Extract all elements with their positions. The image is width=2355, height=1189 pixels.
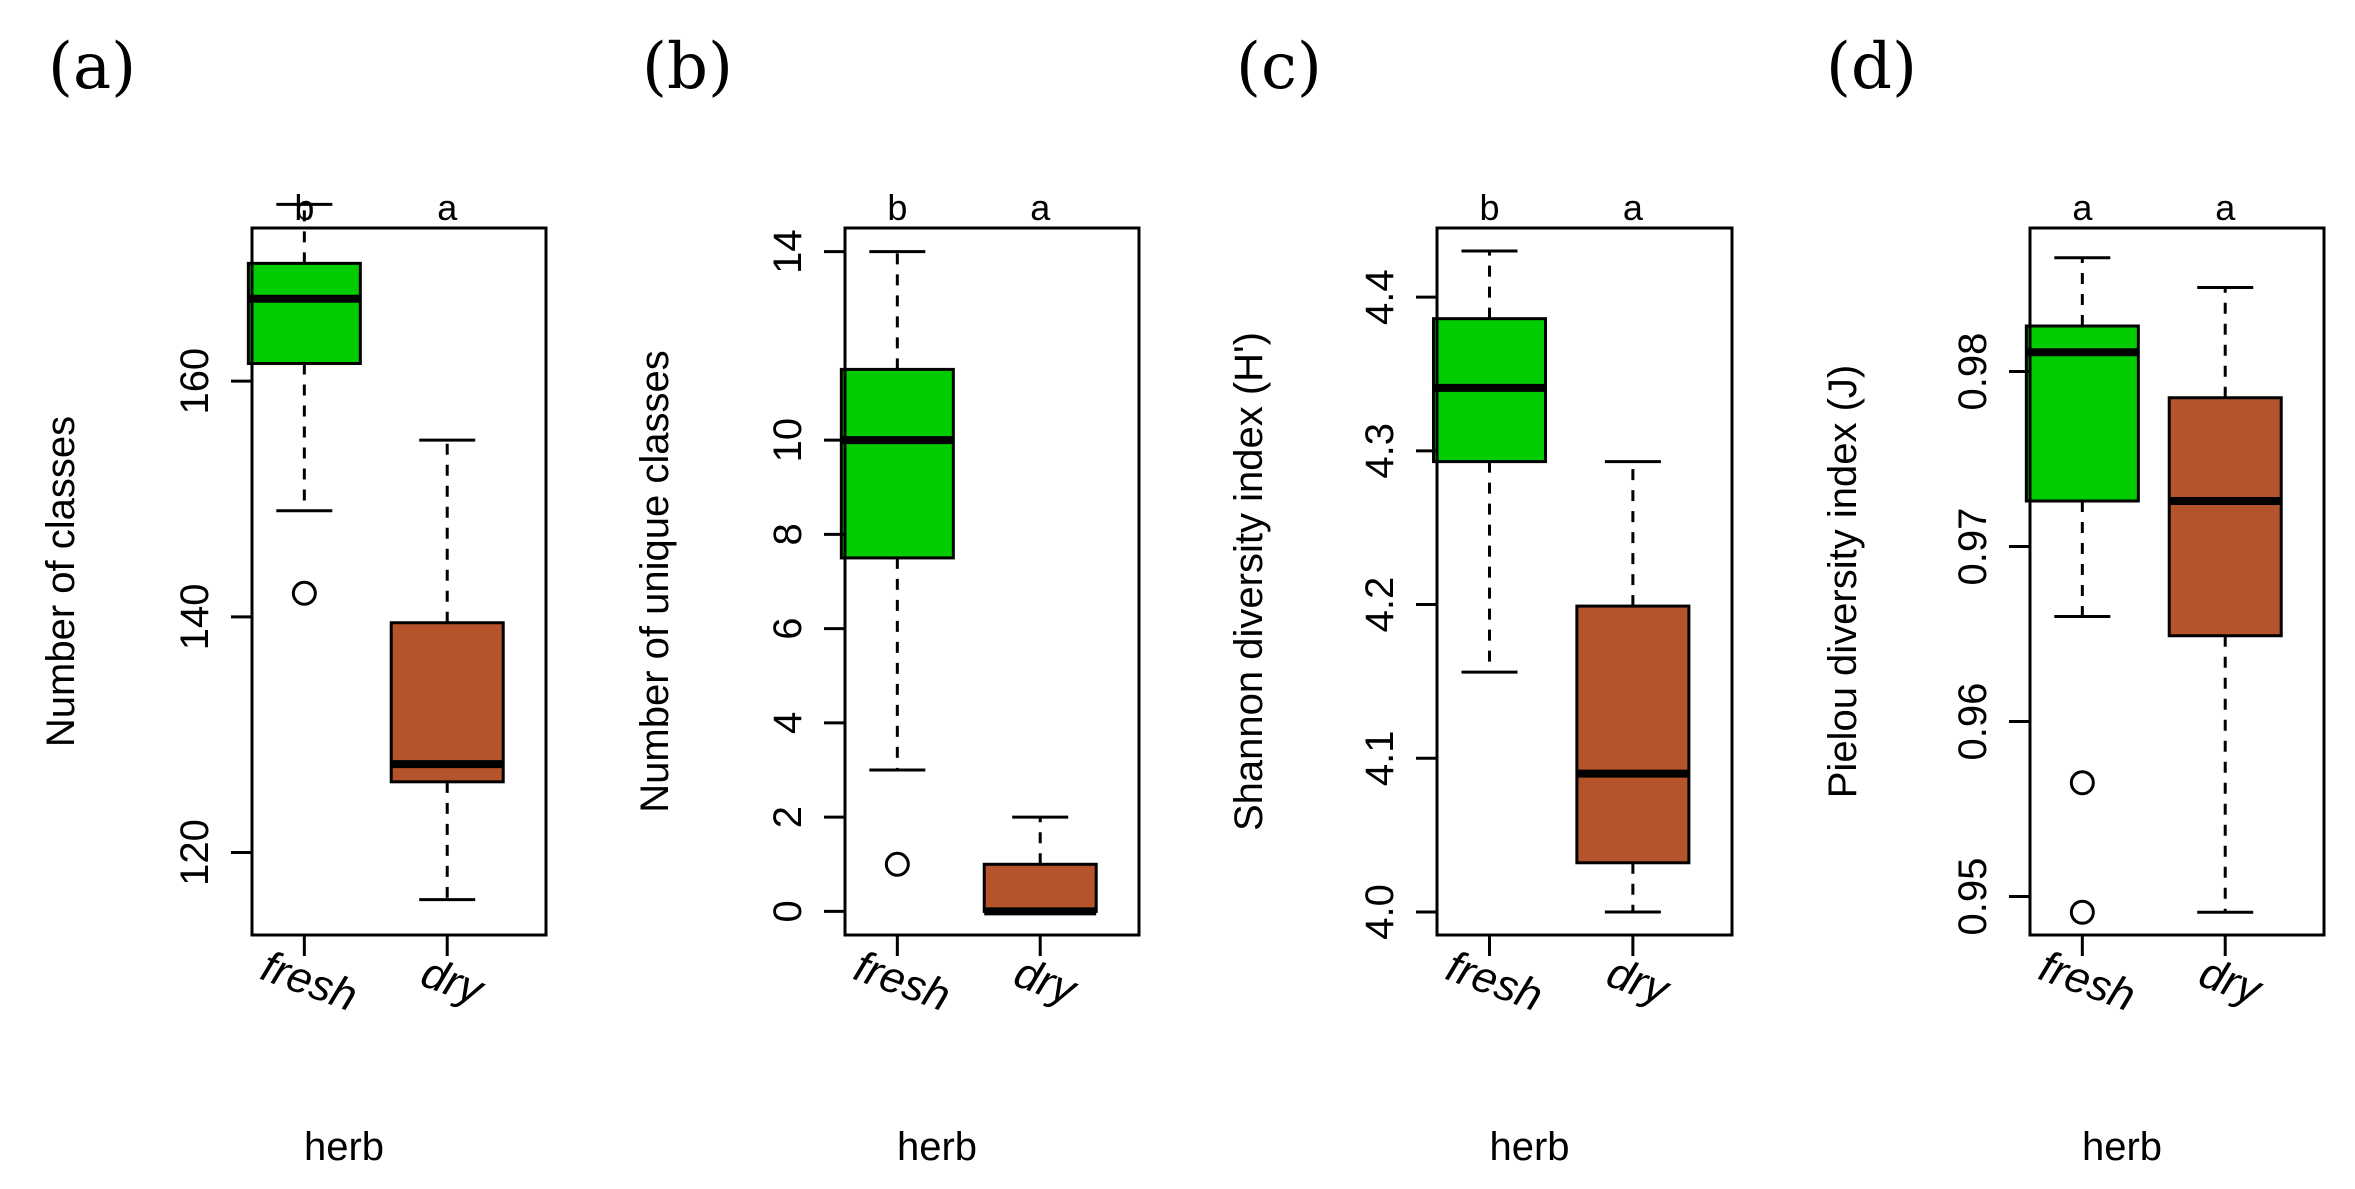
category-label-fresh: fresh xyxy=(848,942,957,1022)
y-tick-label: 0.95 xyxy=(1951,858,1995,936)
significance-letter: b xyxy=(294,187,314,228)
plot-frame xyxy=(250,226,548,937)
outlier-point xyxy=(291,580,317,606)
panel-label: (b) xyxy=(642,30,733,104)
panel-label: (d) xyxy=(1826,30,1917,104)
category-label-fresh: fresh xyxy=(2033,942,2142,1022)
y-tick-label: 0.96 xyxy=(1951,683,1995,761)
y-axis-title: Number of unique classes xyxy=(633,350,677,812)
significance-letter: b xyxy=(1479,187,1499,228)
y-tick-label: 120 xyxy=(173,819,217,886)
plot-frame xyxy=(843,226,1141,937)
y-tick-label: 14 xyxy=(766,229,810,273)
panel-3: (c) b fresh a dry 4.0 4.1 4.2 4.3 4.4 Shannon dive… xyxy=(1227,30,1734,1169)
y-tick-label: 0.98 xyxy=(1951,333,1995,411)
category-label-dry: dry xyxy=(1008,948,1085,1016)
y-tick-label: 4.0 xyxy=(1358,884,1402,940)
category-label-fresh: fresh xyxy=(1440,942,1549,1022)
outlier-point xyxy=(2069,770,2095,796)
x-axis-title: herb xyxy=(897,1125,977,1169)
y-tick-label: 140 xyxy=(173,583,217,650)
significance-letter: b xyxy=(887,187,907,228)
y-tick-label: 4.3 xyxy=(1358,423,1402,479)
significance-letter: a xyxy=(2215,187,2236,228)
significance-letter: a xyxy=(437,187,458,228)
plot-frame xyxy=(1435,226,1734,937)
y-tick-label: 2 xyxy=(766,806,810,828)
x-axis-title: herb xyxy=(304,1125,384,1169)
y-tick-label: 4 xyxy=(766,712,810,734)
box-dry xyxy=(389,621,505,784)
y-tick-label: 8 xyxy=(766,523,810,545)
category-label-dry: dry xyxy=(1601,948,1678,1016)
y-tick-label: 10 xyxy=(766,418,810,463)
box-fresh xyxy=(839,367,955,560)
category-label-dry: dry xyxy=(415,948,492,1016)
significance-letter: a xyxy=(1623,187,1644,228)
y-axis-title: Shannon diversity index (H') xyxy=(1227,332,1271,831)
box-dry xyxy=(982,862,1098,913)
x-axis-title: herb xyxy=(2082,1125,2162,1169)
significance-letter: a xyxy=(2072,187,2093,228)
outlier-point xyxy=(884,851,910,877)
panel-2: (b) b fresh a dry 0 2 4 6 8 10 14 Number of unique c… xyxy=(633,30,1141,1169)
panel-label: (a) xyxy=(48,30,136,104)
category-label-fresh: fresh xyxy=(255,942,364,1022)
x-axis-title: herb xyxy=(1489,1125,1569,1169)
y-tick-label: 4.2 xyxy=(1358,577,1402,633)
category-label-dry: dry xyxy=(2193,948,2270,1016)
box-dry xyxy=(1575,604,1691,865)
plot-frame xyxy=(2028,226,2326,937)
y-tick-label: 6 xyxy=(766,618,810,640)
box-dry xyxy=(2167,396,2283,638)
panel-4: (d) a fresh a dry 0.95 0.96 0.97 0.98 Pielou dive… xyxy=(1821,30,2326,1169)
y-axis-title: Number of classes xyxy=(39,416,83,747)
y-tick-label: 4.4 xyxy=(1358,269,1402,325)
significance-letter: a xyxy=(1030,187,1051,228)
y-axis-title: Pielou diversity index (J) xyxy=(1821,365,1865,799)
y-tick-label: 4.1 xyxy=(1358,730,1402,786)
y-tick-label: 0.97 xyxy=(1951,508,1995,586)
y-tick-label: 0 xyxy=(766,900,810,922)
box-fresh xyxy=(246,261,362,366)
panel-1: (a) b fresh a dry 120 140 160 Number of classes h… xyxy=(39,30,548,1169)
outlier-point xyxy=(2069,899,2095,925)
panel-label: (c) xyxy=(1236,30,1322,104)
y-tick-label: 160 xyxy=(173,348,217,415)
